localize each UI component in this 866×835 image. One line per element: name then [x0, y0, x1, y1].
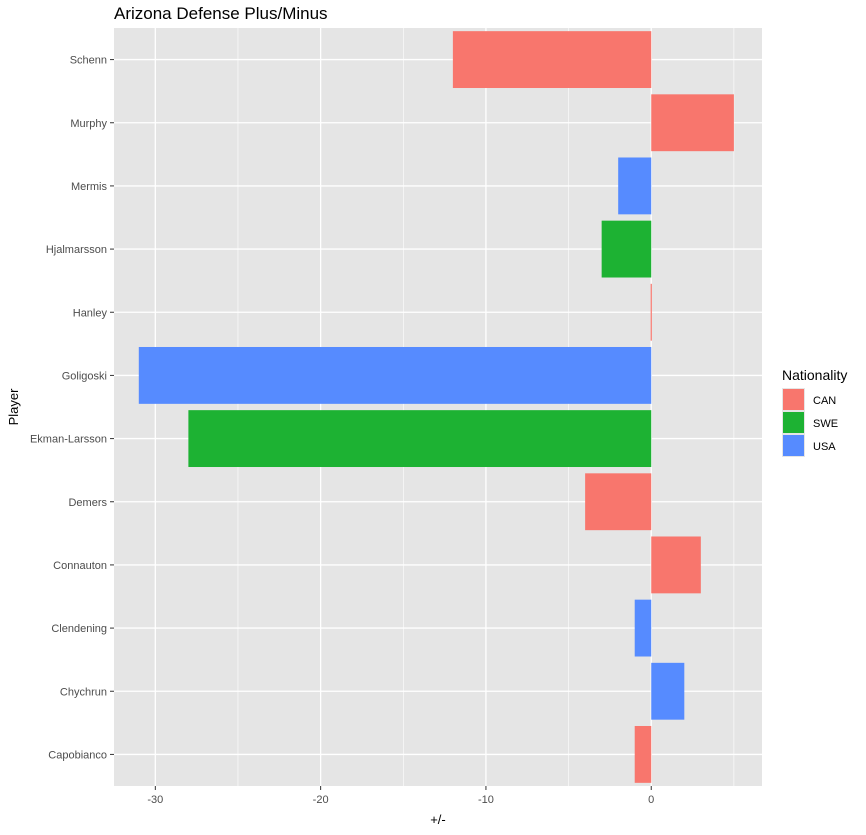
bar-clendening — [634, 599, 652, 657]
bar-hanley — [650, 283, 652, 341]
y-tick-label: Hjalmarsson — [46, 244, 107, 256]
legend-label-swe: SWE — [813, 418, 838, 430]
bar-murphy — [651, 94, 734, 152]
y-tick-label: Mermis — [71, 181, 108, 193]
bar-hjalmarsson — [601, 220, 652, 278]
y-tick-label: Goligoski — [62, 370, 107, 382]
plot-panel — [114, 28, 762, 786]
y-tick-label: Chychrun — [60, 686, 107, 698]
y-tick-label: Hanley — [73, 307, 108, 319]
x-axis-title: +/- — [430, 812, 446, 827]
x-tick-label: 0 — [648, 794, 654, 806]
bar-mermis — [618, 157, 652, 215]
legend-label-can: CAN — [813, 395, 836, 407]
y-tick-label: Schenn — [70, 55, 107, 67]
legend-label-usa: USA — [813, 441, 836, 453]
y-axis-title: Player — [6, 388, 21, 426]
bar-schenn — [452, 31, 652, 89]
y-tick-label: Ekman-Larsson — [30, 434, 107, 446]
bar-connauton — [651, 536, 701, 594]
y-tick-label: Murphy — [70, 118, 107, 130]
x-tick-label: -20 — [313, 794, 329, 806]
bar-ekman-larsson — [188, 410, 652, 468]
y-tick-label: Capobianco — [48, 749, 107, 761]
legend-swatch-can — [783, 389, 804, 410]
y-tick-label: Demers — [68, 497, 107, 509]
bar-goligoski — [138, 346, 652, 404]
legend-swatch-swe — [783, 412, 804, 433]
bar-capobianco — [634, 725, 652, 783]
chart-title: Arizona Defense Plus/Minus — [114, 4, 328, 23]
legend-title: Nationality — [782, 367, 847, 383]
legend-swatch-usa — [783, 435, 804, 456]
y-tick-label: Connauton — [53, 560, 107, 572]
x-tick-label: -10 — [478, 794, 494, 806]
bar-chychrun — [651, 662, 685, 720]
bar-demers — [585, 473, 652, 531]
y-tick-label: Clendening — [51, 623, 107, 635]
x-tick-label: -30 — [147, 794, 163, 806]
